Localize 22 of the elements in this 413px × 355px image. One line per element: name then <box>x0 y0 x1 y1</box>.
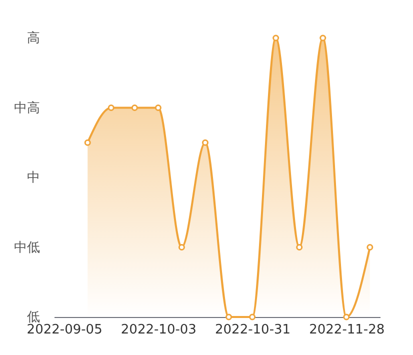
text: 低 <box>27 310 40 325</box>
point <box>84 139 91 146</box>
x-tick-label: 2022-10-03 <box>120 322 196 338</box>
point <box>249 314 256 320</box>
point <box>272 34 280 42</box>
point <box>131 104 138 111</box>
text: 中 <box>27 170 40 186</box>
point <box>343 314 350 320</box>
point <box>320 34 326 42</box>
point <box>296 244 303 250</box>
point <box>366 244 374 250</box>
text: 中高 <box>14 100 40 116</box>
x-tick-label: 2022-11-28 <box>309 322 385 338</box>
point <box>108 104 114 111</box>
text: 高 <box>27 30 40 46</box>
point <box>226 314 232 320</box>
x-tick-label: 2022-10-31 <box>215 322 291 338</box>
point <box>154 104 162 111</box>
text: 中低 <box>14 240 40 256</box>
x-tick-label: 2022-09-05 <box>26 322 102 338</box>
point <box>202 139 208 146</box>
point <box>178 244 185 250</box>
